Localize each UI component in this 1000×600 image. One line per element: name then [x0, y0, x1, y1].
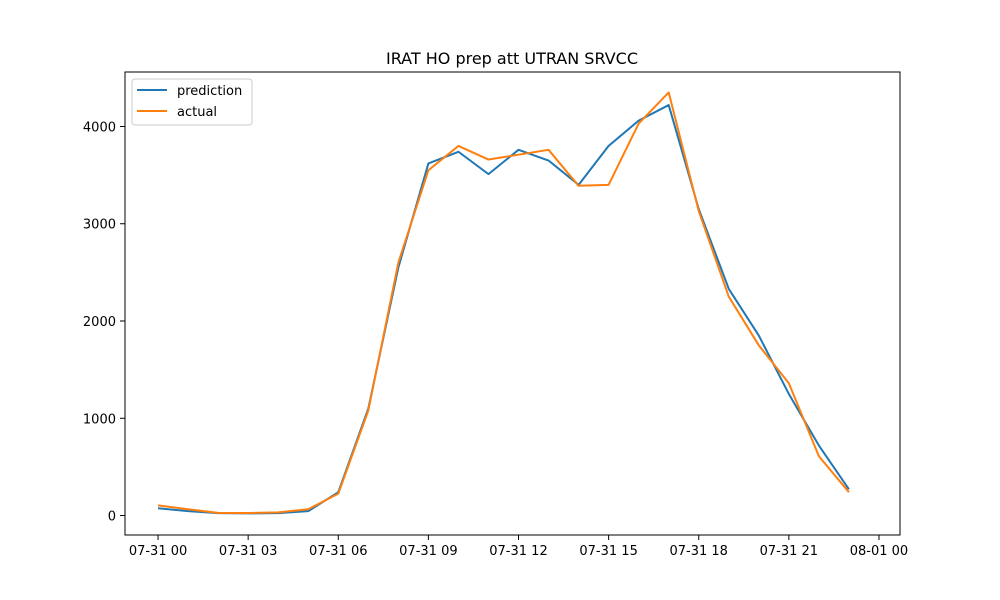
x-tick-label: 07-31 18 — [670, 544, 728, 559]
legend-label-prediction: prediction — [177, 84, 242, 99]
x-tick-label: 07-31 21 — [760, 544, 818, 559]
x-tick-label: 07-31 12 — [489, 544, 547, 559]
y-tick-label: 0 — [108, 510, 116, 525]
plot-frame — [124, 71, 901, 536]
y-axis: 0 1000 2000 3000 4000 — [83, 120, 125, 525]
legend-label-actual: actual — [177, 105, 217, 120]
series-line-actual — [157, 91, 850, 515]
y-tick-label: 3000 — [83, 218, 116, 233]
x-tick-label: 07-31 06 — [309, 544, 367, 559]
x-tick-label: 07-31 03 — [219, 544, 277, 559]
series-layer — [157, 91, 850, 515]
y-tick-label: 1000 — [83, 412, 116, 427]
x-tick-label: 07-31 00 — [129, 544, 187, 559]
x-tick-label: 07-31 09 — [399, 544, 457, 559]
y-tick-label: 4000 — [83, 120, 116, 135]
chart-title: IRAT HO prep att UTRAN SRVCC — [386, 49, 638, 68]
x-axis: 07-31 00 07-31 03 07-31 06 07-31 09 07-31 12… — [129, 535, 908, 559]
legend: prediction actual — [131, 78, 253, 126]
x-tick-label: 08-01 00 — [850, 544, 908, 559]
y-tick-label: 2000 — [83, 315, 116, 330]
x-tick-label: 07-31 15 — [579, 544, 637, 559]
